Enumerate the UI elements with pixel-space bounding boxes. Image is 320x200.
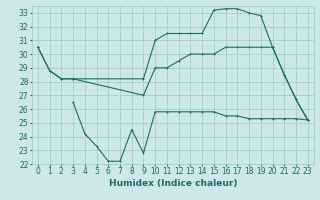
X-axis label: Humidex (Indice chaleur): Humidex (Indice chaleur) bbox=[108, 179, 237, 188]
